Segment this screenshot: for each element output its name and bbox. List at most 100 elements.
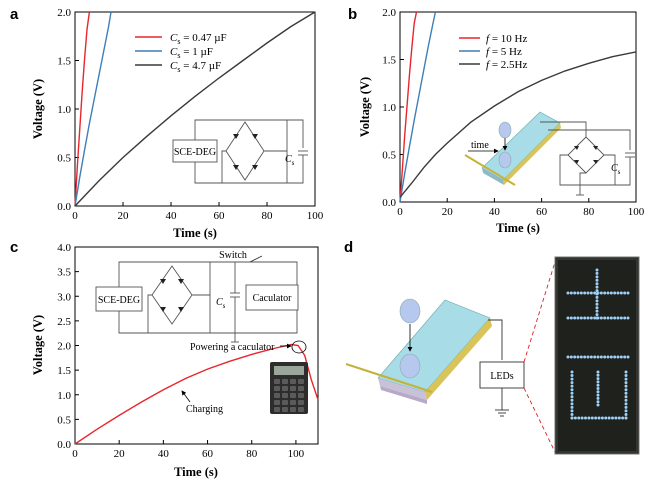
led-dot	[570, 377, 574, 381]
chart-a-xtick-label: 40	[166, 210, 178, 222]
led-dot	[566, 316, 570, 320]
led-dot	[604, 416, 608, 420]
calculator-label-c: Caculator	[253, 293, 293, 304]
led-dot	[624, 405, 628, 409]
led-dot	[573, 355, 577, 359]
chart-a-ytick-label: 1.5	[57, 56, 71, 68]
calculator-key	[274, 400, 280, 405]
led-dot	[600, 416, 604, 420]
led-dot	[614, 416, 618, 420]
calculator-key	[274, 386, 280, 391]
led-dot	[569, 291, 573, 295]
led-dot	[595, 278, 599, 282]
led-dot	[570, 391, 574, 395]
sce-deg-label-a: SCE-DEG	[174, 147, 216, 158]
chart-c: 0 20 40 60 80 1000.00.51.01.52.02.53.03.54.0 …	[31, 242, 319, 479]
led-dot	[609, 316, 613, 320]
calculator-image	[270, 362, 308, 414]
led-dot	[626, 291, 630, 295]
chart-b-xtick-label: 0	[397, 206, 403, 218]
chart-b-series-3	[399, 51, 637, 198]
led-dot	[624, 377, 628, 381]
calculator-key	[282, 407, 288, 412]
chart-a-ylabel: Voltage (V)	[31, 79, 45, 139]
chart-c-ylabel: Voltage (V)	[31, 315, 45, 375]
led-dot	[623, 316, 627, 320]
led-dot	[586, 316, 590, 320]
calculator-key	[282, 393, 288, 398]
led-dot	[569, 316, 573, 320]
led-dot	[621, 416, 625, 420]
led-dot	[570, 381, 574, 385]
cap-label-c: Cs	[216, 297, 226, 310]
led-dot	[595, 268, 599, 272]
droplet-bottom-b	[498, 151, 512, 169]
chart-a-ytick-label: 2.0	[57, 7, 71, 19]
led-dot	[566, 291, 570, 295]
chart-c-xtick-label: 0	[72, 448, 78, 460]
led-dot	[570, 370, 574, 374]
led-dot	[616, 316, 620, 320]
charging-arrow	[181, 390, 191, 403]
led-dot	[595, 271, 599, 275]
led-dot	[603, 291, 607, 295]
chart-a-ytick-label: 0.0	[57, 201, 71, 213]
chart-c-ytick-label: 4.0	[57, 242, 71, 254]
calculator-key	[290, 393, 296, 398]
led-dot	[569, 355, 573, 359]
chart-b-xtick-label: 100	[628, 206, 645, 218]
chart-a-xtick-label: 80	[262, 210, 274, 222]
led-dot	[596, 316, 600, 320]
droplet-bottom-d	[399, 353, 421, 379]
led-dot	[595, 313, 599, 317]
panel-label-a: a	[10, 6, 19, 23]
led-dot	[611, 416, 614, 420]
droplet-top-b	[498, 121, 512, 139]
leds-box	[479, 361, 525, 389]
chart-a-xlabel: Time (s)	[173, 226, 217, 240]
chart-c-xtick-label: 100	[288, 448, 305, 460]
led-dot	[609, 291, 613, 295]
led-dot	[623, 291, 627, 295]
legend-b-item-2: f = 5 Hz	[486, 46, 522, 58]
led-dot	[593, 355, 597, 359]
led-dot	[595, 295, 599, 299]
led-dot	[624, 409, 628, 413]
calculator-key	[298, 386, 304, 391]
led-dot	[624, 370, 628, 374]
led-dot	[593, 291, 597, 295]
time-label-b: time	[471, 140, 489, 151]
led-dot	[583, 355, 587, 359]
chart-b-xtick-label: 40	[489, 206, 501, 218]
led-dot	[624, 402, 628, 406]
legend-a-item-1: Cs = 0.47 µF	[170, 32, 227, 46]
led-dot	[573, 291, 577, 295]
chart-a-ytick-label: 1.0	[57, 104, 71, 116]
calculator-key	[274, 393, 280, 398]
chart-b-xtick-label: 80	[583, 206, 595, 218]
chart-b-ytick-label: 1.0	[382, 102, 396, 114]
led-dot	[624, 381, 628, 385]
calculator-key	[298, 407, 304, 412]
chart-b-ylabel: Voltage (V)	[358, 77, 372, 137]
led-dot	[587, 416, 591, 420]
led-dot	[594, 416, 598, 420]
calculator-key	[290, 407, 296, 412]
led-dot	[596, 380, 600, 384]
led-dot	[595, 289, 599, 293]
leds-label: LEDs	[490, 371, 513, 382]
chart-c-ytick-label: 1.5	[57, 365, 71, 377]
led-dot	[573, 316, 577, 320]
led-dot	[607, 416, 611, 420]
chart-c-xtick-label: 40	[158, 448, 170, 460]
led-dot	[596, 396, 600, 400]
led-dot	[619, 355, 623, 359]
led-dot	[626, 355, 630, 359]
chart-a-series-3	[74, 11, 316, 207]
led-dot	[596, 400, 600, 404]
led-dot	[597, 416, 601, 420]
chart-c-ytick-label: 1.0	[57, 390, 71, 402]
led-dot	[589, 355, 593, 359]
led-dot	[584, 416, 587, 420]
led-dot	[590, 416, 594, 420]
